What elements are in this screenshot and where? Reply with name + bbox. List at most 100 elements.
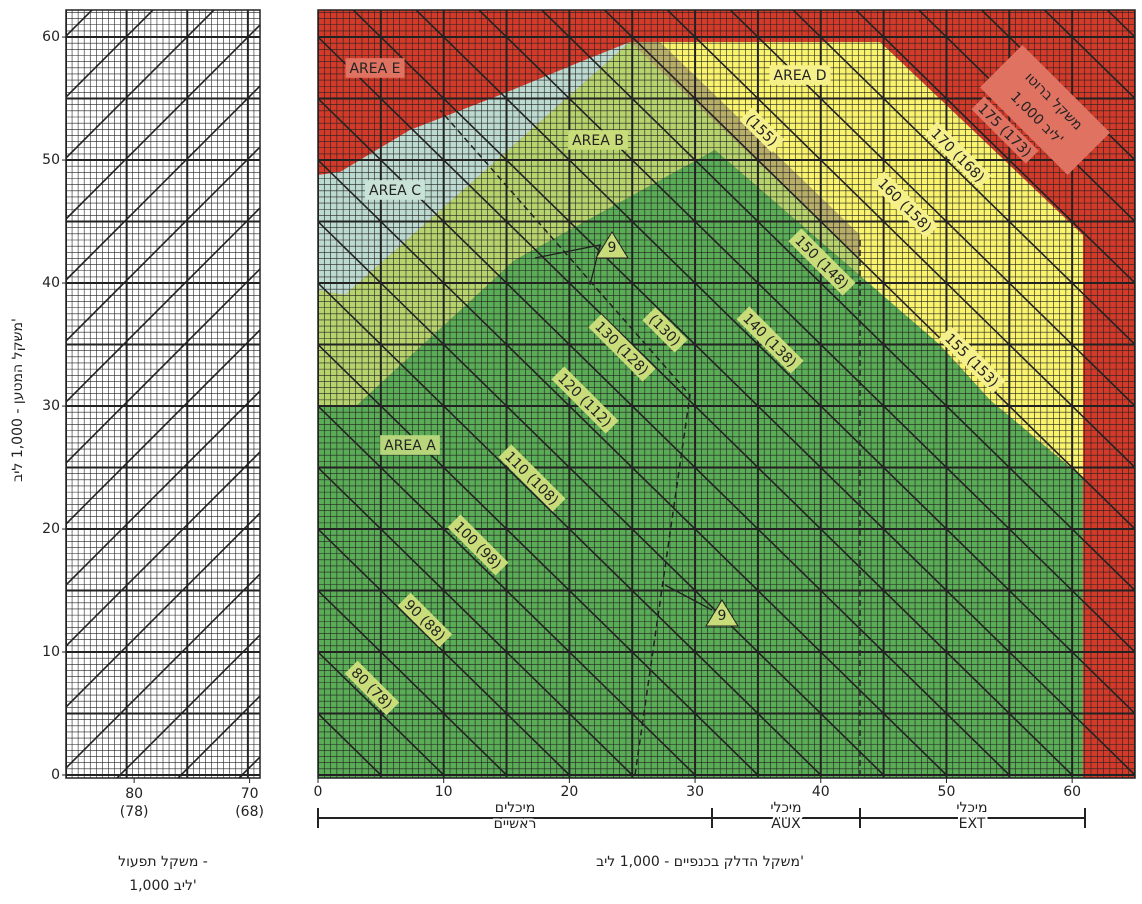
- x-tick-sublabel: (68): [235, 804, 264, 820]
- weight-line: [318, 589, 508, 776]
- y-axis-label: משקל המטען - 1,000 ליב': [10, 318, 26, 482]
- diagonal: [66, 10, 155, 98]
- label-box: [736, 306, 804, 374]
- label-text: AREA B: [572, 133, 624, 149]
- label-box: [642, 307, 688, 353]
- weight-line: [791, 10, 1135, 346]
- weight-line: [318, 36, 1073, 776]
- weight-line: [318, 282, 822, 776]
- diagonal: [66, 573, 260, 769]
- area-c-region: [318, 42, 630, 295]
- label-box: [979, 44, 1111, 176]
- note: 9: [608, 240, 617, 256]
- arrow: [534, 244, 601, 286]
- diagonal: [66, 85, 260, 281]
- y-tick-label: 0: [51, 767, 60, 783]
- x-tick-label: 80: [125, 786, 143, 802]
- x-tick-sublabel: (78): [120, 804, 149, 820]
- weight-line: [318, 159, 948, 776]
- label-box: [568, 130, 628, 150]
- label-box: [447, 514, 509, 576]
- label-box: [769, 65, 831, 85]
- y-tick-label: 30: [42, 398, 60, 414]
- grid: [66, 10, 260, 778]
- note: 9: [718, 608, 727, 624]
- y-tick-label: 10: [42, 644, 60, 660]
- weight-line: [318, 343, 759, 776]
- label-text: AREA E: [349, 61, 400, 77]
- label-box: [397, 592, 453, 648]
- note-triangle: [705, 599, 739, 627]
- x-tick-label: 60: [1063, 784, 1081, 800]
- diagonal: [115, 634, 260, 778]
- diagonal: [66, 329, 260, 525]
- diagonal: [66, 10, 216, 159]
- y-tick-label: 20: [42, 521, 60, 537]
- diagonal: [66, 207, 260, 403]
- y-tick-label: 60: [42, 29, 60, 45]
- diagonal: [66, 512, 260, 708]
- diagonal: [176, 695, 260, 778]
- weight-line: [318, 528, 570, 776]
- label: AREA C: [365, 180, 425, 200]
- x-tick-label: 20: [560, 784, 578, 800]
- x-tick-label: 0: [314, 784, 323, 800]
- frame: [65, 9, 261, 779]
- tank-label: ראשיים: [494, 816, 537, 832]
- tank-label: מיכלי: [770, 800, 801, 816]
- dashed-line: [439, 109, 691, 776]
- weight-line: [318, 405, 696, 776]
- x-tick-label: 40: [812, 784, 830, 800]
- x-axis-label: משקל הדלק בכנפיים - 1,000 ליב': [596, 854, 804, 870]
- brackets: [317, 808, 1086, 828]
- weight-line: [318, 220, 885, 776]
- weight-line: [729, 10, 1135, 408]
- label-text: AREA A: [384, 438, 436, 454]
- weight-line: [318, 712, 382, 776]
- label-box: [588, 314, 656, 382]
- label-box: [739, 107, 785, 153]
- left-axis-label: 1,000 ליב': [129, 878, 197, 894]
- arrow: [664, 584, 713, 611]
- label-box: [971, 96, 1039, 164]
- tank-label: AUX: [771, 816, 801, 832]
- diagonal: [66, 268, 260, 464]
- weight-line: [477, 10, 1135, 654]
- tank-label: מיכלי: [956, 800, 987, 816]
- diagonal: [66, 451, 260, 647]
- y-tick-label: 50: [42, 152, 60, 168]
- label: AREA A: [380, 435, 440, 455]
- label: AREA D: [769, 65, 831, 85]
- weight-line: [1043, 10, 1135, 100]
- label-box: [345, 58, 405, 78]
- label-text: AREA C: [369, 183, 421, 199]
- x-tick-label: 50: [938, 784, 956, 800]
- y-tick-label: 40: [42, 275, 60, 291]
- label-text: AREA D: [774, 68, 827, 84]
- weight-line: [255, 775, 318, 836]
- frame: [317, 9, 1136, 779]
- note-triangle: [595, 231, 629, 259]
- weight-line: [318, 97, 1010, 776]
- label-box: [498, 444, 566, 512]
- left-axis-label: משקל תפעול -: [118, 854, 208, 870]
- weight-line: [352, 10, 1135, 776]
- weight-line: [318, 651, 445, 776]
- x-tick-label: 30: [686, 784, 704, 800]
- x-tick-label: 70: [241, 786, 259, 802]
- diagonal: [66, 390, 260, 586]
- label-box: [380, 435, 440, 455]
- weight-line: [318, 466, 633, 776]
- weight-line: [603, 10, 1135, 531]
- x-tick-label: 10: [435, 784, 453, 800]
- weight-line: [854, 10, 1135, 285]
- tank-label: EXT: [959, 816, 986, 832]
- tank-label: מיכלים: [495, 800, 535, 816]
- weight-line: [540, 10, 1135, 592]
- label-box: [788, 228, 856, 296]
- label: AREA E: [345, 58, 405, 78]
- label-box: [938, 326, 1006, 394]
- label-box: [871, 171, 939, 239]
